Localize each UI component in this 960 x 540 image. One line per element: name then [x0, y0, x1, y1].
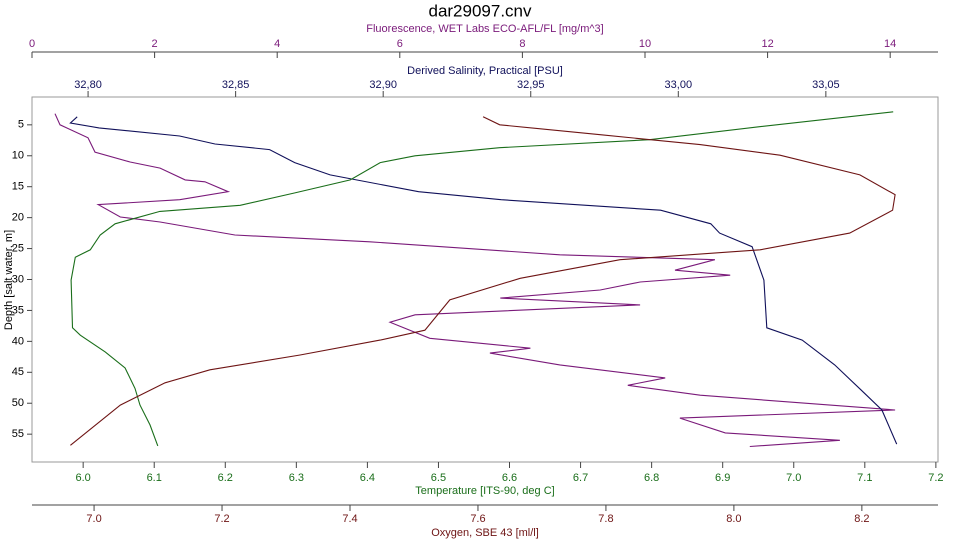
- x-tick-label: 6.6: [502, 472, 517, 484]
- x-axis-label: Oxygen, SBE 43 [ml/l]: [431, 527, 539, 539]
- y-tick-label: 50: [12, 397, 24, 409]
- x-tick-label: 8.2: [854, 513, 869, 525]
- x-tick-label: 33,00: [665, 79, 693, 91]
- x-tick-label: 6: [397, 38, 403, 50]
- x-tick-label: 6.2: [218, 472, 233, 484]
- x-tick-label: 8.0: [726, 513, 741, 525]
- x-tick-label: 12: [761, 38, 773, 50]
- y-tick-label: 55: [12, 428, 24, 440]
- y-tick-label: 45: [12, 366, 24, 378]
- y-tick-label: 15: [12, 181, 24, 193]
- x-tick-label: 8: [519, 38, 525, 50]
- y-tick-label: 30: [12, 273, 24, 285]
- x-tick-label: 10: [639, 38, 651, 50]
- x-tick-label: 6.4: [360, 472, 375, 484]
- x-tick-label: 7.0: [786, 472, 801, 484]
- x-tick-label: 7.4: [342, 513, 357, 525]
- x-tick-label: 7.0: [86, 513, 101, 525]
- profile-line: [70, 111, 894, 447]
- x-tick-label: 6.5: [431, 472, 446, 484]
- plot-frame: [31, 96, 939, 463]
- x-tick-label: 6.1: [147, 472, 162, 484]
- x-tick-label: 32,85: [222, 79, 250, 91]
- x-tick-label: 32,90: [369, 79, 397, 91]
- x-tick-label: 6.3: [289, 472, 304, 484]
- profile-line: [69, 116, 898, 445]
- x-tick-label: 0: [29, 38, 35, 50]
- x-tick-label: 4: [274, 38, 280, 50]
- x-tick-label: 7.6: [470, 513, 485, 525]
- y-axis-label: Depth [salt water, m]: [3, 230, 15, 330]
- y-tick-label: 25: [12, 242, 24, 254]
- x-axis-label: Temperature [ITS-90, deg C]: [415, 485, 554, 497]
- x-tick-label: 6.9: [715, 472, 730, 484]
- x-tick-label: 7.2: [214, 513, 229, 525]
- x-tick-label: 32,95: [517, 79, 545, 91]
- y-tick-label: 5: [18, 119, 24, 131]
- y-tick-label: 20: [12, 212, 24, 224]
- x-tick-label: 7.1: [857, 472, 872, 484]
- chart-title: dar29097.cnv: [428, 1, 532, 20]
- x-axis-label: Derived Salinity, Practical [PSU]: [407, 65, 563, 77]
- x-tick-label: 6.8: [644, 472, 659, 484]
- x-tick-label: 32,80: [74, 79, 102, 91]
- x-axis-label: Fluorescence, WET Labs ECO-AFL/FL [mg/m^…: [366, 23, 603, 35]
- x-tick-label: 7.2: [928, 472, 943, 484]
- y-tick-label: 35: [12, 304, 24, 316]
- x-tick-label: 33,05: [812, 79, 840, 91]
- profile-line: [70, 116, 896, 446]
- x-tick-label: 6.7: [573, 472, 588, 484]
- x-tick-label: 14: [884, 38, 896, 50]
- x-tick-label: 6.0: [76, 472, 91, 484]
- x-tick-label: 2: [152, 38, 158, 50]
- profile-line: [54, 113, 896, 448]
- y-tick-label: 10: [12, 150, 24, 162]
- x-tick-label: 7.8: [598, 513, 613, 525]
- y-tick-label: 40: [12, 335, 24, 347]
